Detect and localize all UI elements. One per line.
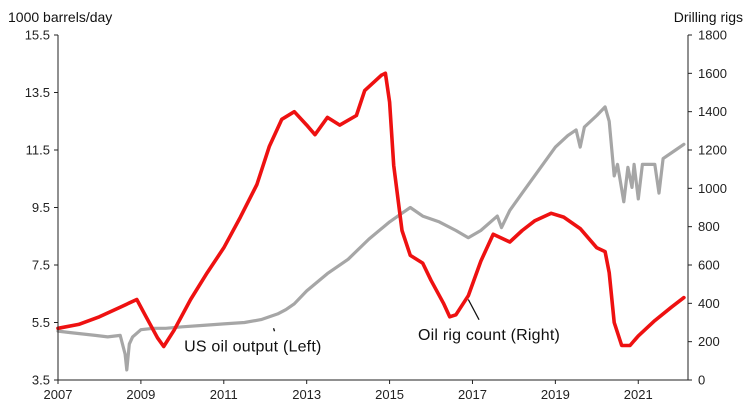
right-axis-ticks: 0 200 400 600 800 1000 1200 1400 1600 1800	[688, 28, 727, 388]
right-tick-label: 400	[698, 296, 720, 311]
x-tick-label: 2007	[44, 387, 73, 402]
rig-count-line	[56, 71, 686, 349]
oil-output-line	[56, 105, 686, 372]
x-tick-label: 2019	[541, 387, 570, 402]
right-axis-unit-label: Drilling rigs	[674, 9, 743, 25]
annotation-label: Oil rig count (Right)	[418, 327, 560, 344]
right-tick-label: 1200	[698, 143, 727, 158]
right-tick-label: 600	[698, 258, 720, 273]
left-tick-label: 11.5	[26, 143, 50, 158]
right-tick-label: 0	[698, 373, 705, 388]
annotations: US oil output (Left) Oil rig count (Right…	[184, 299, 560, 355]
series-layer	[56, 71, 686, 372]
right-tick-label: 200	[698, 334, 720, 349]
x-tick-label: 2017	[458, 387, 487, 402]
left-tick-label: 7.5	[32, 258, 50, 273]
x-tick-label: 2011	[210, 387, 238, 402]
annotation-pointer	[467, 299, 480, 321]
right-tick-label: 1400	[698, 104, 727, 119]
left-axis-ticks: 3.5 5.5 7.5 9.5 11.5 13.5 15.5	[25, 28, 58, 388]
x-tick-label: 2013	[292, 387, 321, 402]
x-tick-label: 2015	[375, 387, 404, 402]
left-tick-label: 15.5	[25, 28, 50, 43]
right-tick-label: 800	[698, 219, 720, 234]
right-tick-label: 1800	[698, 28, 727, 43]
left-tick-label: 5.5	[32, 315, 50, 330]
left-tick-label: 13.5	[25, 85, 50, 100]
x-tick-label: 2009	[126, 387, 155, 402]
right-tick-label: 1000	[698, 181, 727, 196]
x-axis-ticks: 2007 2009 2011 2013 2015 2017 2019 2021	[44, 380, 653, 402]
x-tick-label: 2021	[624, 387, 653, 402]
right-tick-label: 1600	[698, 66, 727, 81]
left-tick-label: 3.5	[32, 373, 50, 388]
left-axis-unit-label: 1000 barrels/day	[8, 9, 112, 25]
left-tick-label: 9.5	[32, 200, 50, 215]
annotation-label: US oil output (Left)	[184, 338, 321, 355]
annotation-pointer	[272, 328, 276, 332]
